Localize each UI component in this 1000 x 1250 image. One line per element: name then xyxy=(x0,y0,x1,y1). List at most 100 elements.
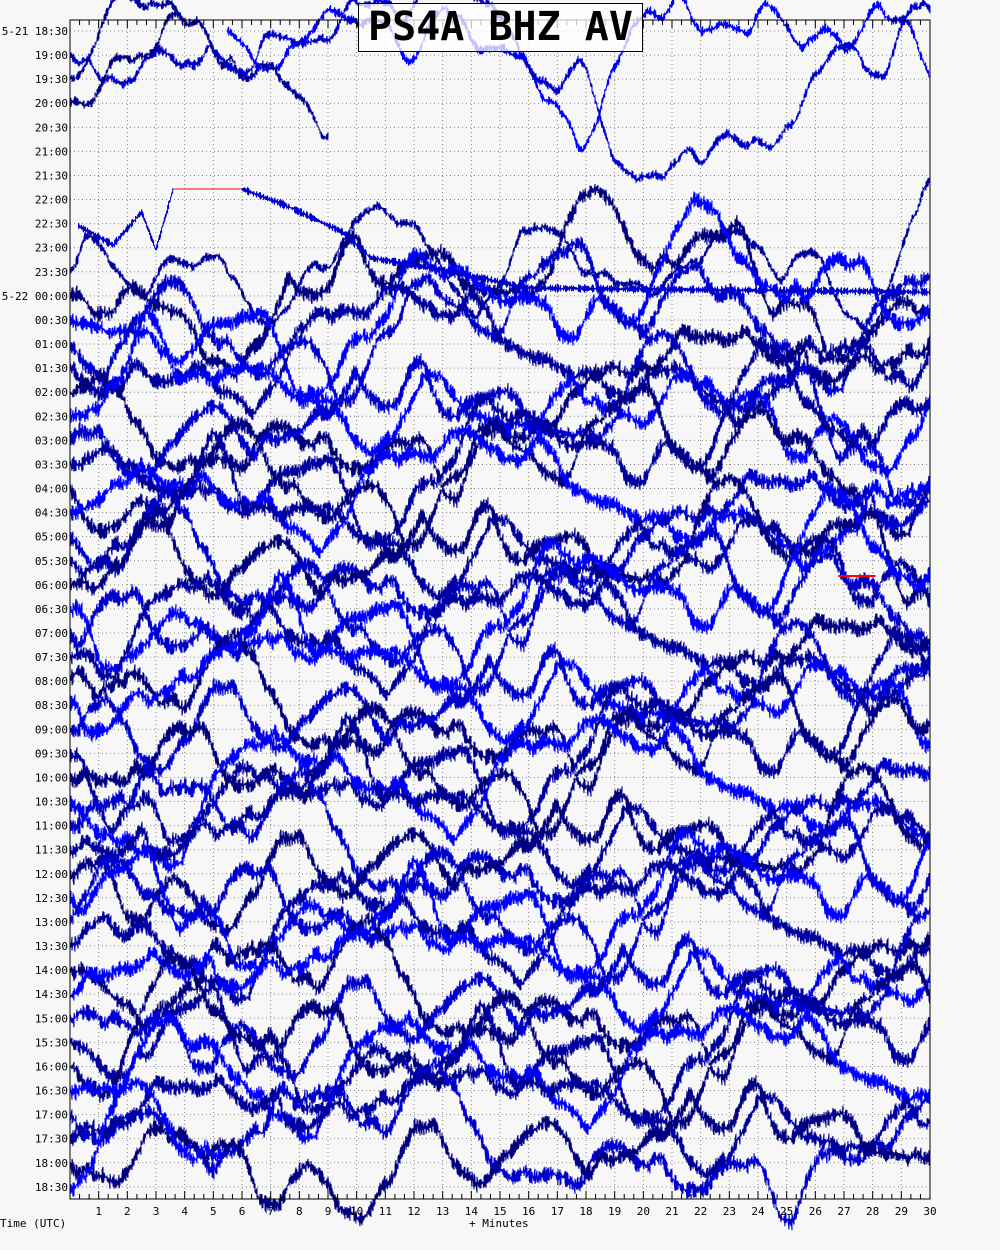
y-tick-label: 08:30 xyxy=(35,699,68,712)
y-tick-label: 23:30 xyxy=(35,266,68,279)
x-tick-label: 8 xyxy=(296,1205,303,1218)
y-tick-label: 04:30 xyxy=(35,507,68,520)
y-tick-label: 5-22 00:00 xyxy=(2,290,68,303)
y-tick-label: 15:00 xyxy=(35,1012,68,1025)
trace-row xyxy=(69,669,931,842)
x-axis-labels: 1 2 3 4 5 6 7 8 9 10 11 12 13 14 15 16 17 18 19 20 21 22 23 24 2… xyxy=(95,1205,936,1218)
x-tick-label: 11 xyxy=(379,1205,392,1218)
x-tick-label: 24 xyxy=(751,1205,765,1218)
trace-row xyxy=(69,814,931,987)
trace-row xyxy=(69,568,931,724)
x-tick-label: 10 xyxy=(350,1205,363,1218)
x-tick-label: 16 xyxy=(522,1205,535,1218)
x-tick-label: 12 xyxy=(407,1205,420,1218)
trace-row xyxy=(69,999,931,1182)
y-tick-label: 18:30 xyxy=(35,1181,68,1194)
trace-row xyxy=(78,185,931,297)
y-tick-label: 10:30 xyxy=(35,796,68,809)
trace-row xyxy=(69,327,931,510)
y-tick-label: 14:30 xyxy=(35,988,68,1001)
y-tick-label: 06:30 xyxy=(35,603,68,616)
trace-row xyxy=(69,183,931,383)
x-tick-label: 3 xyxy=(153,1205,160,1218)
trace-row xyxy=(69,1001,931,1145)
y-tick-label: 13:30 xyxy=(35,940,68,953)
x-tick-label: 18 xyxy=(579,1205,592,1218)
x-tick-label: 7 xyxy=(267,1205,274,1218)
trace-row xyxy=(69,427,931,611)
y-tick-label: 05:00 xyxy=(35,531,68,544)
x-tick-label: 29 xyxy=(895,1205,908,1218)
x-tick-label: 22 xyxy=(694,1205,707,1218)
y-tick-label: 09:00 xyxy=(35,723,68,736)
y-tick-label: 09:30 xyxy=(35,747,68,760)
y-tick-label: 01:30 xyxy=(35,362,68,375)
x-tick-label: 1 xyxy=(95,1205,102,1218)
y-tick-label: 12:30 xyxy=(35,892,68,905)
trace-row xyxy=(69,525,931,698)
y-tick-label: 19:30 xyxy=(35,73,68,86)
y-tick-label: 5-21 18:30 xyxy=(2,25,68,38)
trace-row xyxy=(69,280,931,435)
y-tick-label: 16:00 xyxy=(35,1060,68,1073)
trace-row xyxy=(69,757,931,942)
chart-title: PS4A BHZ AV xyxy=(358,3,643,52)
traces xyxy=(69,0,931,1231)
y-tick-label: 06:00 xyxy=(35,579,68,592)
x-tick-label: 6 xyxy=(239,1205,246,1218)
y-tick-label: 02:30 xyxy=(35,410,68,423)
trace-row xyxy=(69,1075,931,1227)
x-tick-label: 30 xyxy=(923,1205,936,1218)
y-tick-label: 21:00 xyxy=(35,145,68,158)
x-tick-label: 21 xyxy=(665,1205,678,1218)
y-tick-label: 21:30 xyxy=(35,169,68,182)
y-tick-label: 22:00 xyxy=(35,194,68,207)
y-tick-label: 05:30 xyxy=(35,555,68,568)
x-tick-label: 20 xyxy=(637,1205,650,1218)
x-tick-label: 19 xyxy=(608,1205,621,1218)
trace-row xyxy=(69,969,931,1128)
trace-row xyxy=(69,711,931,893)
x-tick-label: 17 xyxy=(551,1205,564,1218)
x-tick-label: 15 xyxy=(493,1205,506,1218)
x-tick-label: 4 xyxy=(181,1205,188,1218)
trace-row xyxy=(69,949,931,1131)
trace-row xyxy=(69,380,931,554)
y-tick-label: 03:00 xyxy=(35,434,68,447)
y-tick-label: 07:30 xyxy=(35,651,68,664)
y-tick-label: 03:30 xyxy=(35,458,68,471)
x-axis-title: + Minutes xyxy=(469,1217,529,1230)
trace-row xyxy=(69,568,931,754)
y-tick-label: 00:30 xyxy=(35,314,68,327)
y-tick-label: 16:30 xyxy=(35,1085,68,1098)
y-axis-title: Time (UTC) xyxy=(0,1217,66,1230)
y-tick-label: 18:00 xyxy=(35,1157,68,1170)
y-tick-label: 19:00 xyxy=(35,49,68,62)
y-tick-label: 02:00 xyxy=(35,386,68,399)
y-tick-label: 17:30 xyxy=(35,1133,68,1146)
y-tick-label: 07:00 xyxy=(35,627,68,640)
y-tick-label: 01:00 xyxy=(35,338,68,351)
y-tick-label: 17:00 xyxy=(35,1109,68,1122)
y-tick-label: 14:00 xyxy=(35,964,68,977)
trace-row xyxy=(69,1076,222,1197)
trace-row xyxy=(69,616,931,778)
x-tick-label: 26 xyxy=(809,1205,822,1218)
y-tick-label: 08:00 xyxy=(35,675,68,688)
x-tick-label: 9 xyxy=(325,1205,332,1218)
y-tick-label: 04:00 xyxy=(35,483,68,496)
x-tick-label: 25 xyxy=(780,1205,793,1218)
trace-row xyxy=(69,191,931,405)
x-tick-label: 13 xyxy=(436,1205,449,1218)
y-tick-label: 22:30 xyxy=(35,218,68,231)
y-tick-label: 20:30 xyxy=(35,121,68,134)
x-tick-label: 28 xyxy=(866,1205,879,1218)
x-tick-label: 5 xyxy=(210,1205,217,1218)
y-tick-label: 10:00 xyxy=(35,771,68,784)
trace-row xyxy=(69,761,931,939)
trace-row xyxy=(69,177,931,336)
y-tick-label: 11:30 xyxy=(35,844,68,857)
x-tick-label: 23 xyxy=(723,1205,736,1218)
y-tick-label: 23:00 xyxy=(35,242,68,255)
trace-row xyxy=(69,9,179,109)
